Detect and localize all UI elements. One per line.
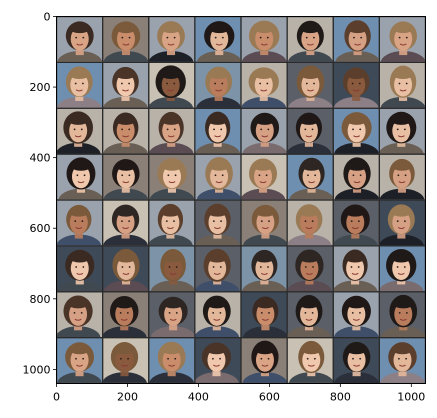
face-thumbnail [333, 246, 379, 292]
axes-frame [56, 16, 426, 384]
face-thumbnail [195, 338, 241, 383]
face-grid-image [56, 16, 426, 384]
face-thumbnail [57, 17, 103, 62]
face-thumbnail [103, 108, 149, 154]
face-thumbnail [241, 154, 287, 200]
face-thumbnail [379, 246, 425, 292]
face-thumbnail [195, 62, 241, 108]
face-thumbnail [57, 338, 103, 383]
x-axis: 0 200 400 600 800 1000 [53, 383, 425, 404]
face-thumbnail [149, 108, 195, 154]
face-thumbnail [241, 292, 287, 338]
face-thumbnail [241, 108, 287, 154]
face-thumbnail [103, 292, 149, 338]
face-thumbnail [333, 17, 379, 62]
face-thumbnail [379, 62, 425, 108]
face-thumbnail [149, 246, 195, 292]
face-thumbnail [333, 200, 379, 246]
face-thumbnail [103, 62, 149, 108]
face-thumbnail [241, 62, 287, 108]
face-thumbnail [241, 246, 287, 292]
face-thumbnail [149, 338, 195, 383]
face-thumbnail [195, 200, 241, 246]
face-thumbnail [149, 154, 195, 200]
face-thumbnail [195, 292, 241, 338]
face-thumbnail [287, 154, 333, 200]
face-thumbnail [57, 200, 103, 246]
face-thumbnail [149, 200, 195, 246]
face-thumbnail [103, 338, 149, 383]
face-thumbnail [103, 17, 149, 62]
x-tick-label: 1000 [397, 391, 425, 404]
face-thumbnail [379, 200, 425, 246]
face-thumbnail [195, 108, 241, 154]
y-tick-label: 200 [30, 81, 51, 94]
face-thumbnail [195, 246, 241, 292]
face-thumbnail [379, 292, 425, 338]
face-thumbnail [379, 338, 425, 383]
face-thumbnail [287, 246, 333, 292]
x-tick-label: 800 [330, 391, 351, 404]
face-thumbnail [57, 62, 103, 108]
y-tick-label: 1000 [23, 363, 51, 376]
y-tick-label: 400 [30, 152, 51, 165]
face-thumbnail [333, 154, 379, 200]
face-thumbnail [57, 154, 103, 200]
face-thumbnail [57, 292, 103, 338]
y-tick-label: 600 [30, 222, 51, 235]
face-thumbnail [195, 17, 241, 62]
face-thumbnail [287, 108, 333, 154]
face-thumbnail [103, 246, 149, 292]
face-thumbnail [103, 200, 149, 246]
face-thumbnail [241, 17, 287, 62]
x-tick-label: 600 [259, 391, 280, 404]
y-tick-label: 800 [30, 293, 51, 306]
face-thumbnail [103, 154, 149, 200]
y-axis: 0 200 400 600 800 1000 [23, 11, 57, 376]
face-thumbnail [287, 62, 333, 108]
face-thumbnail [379, 17, 425, 62]
face-thumbnail [333, 338, 379, 383]
face-thumbnail [333, 108, 379, 154]
x-tick-label: 0 [53, 391, 60, 404]
face-thumbnail [379, 154, 425, 200]
y-tick-label: 0 [44, 11, 51, 24]
face-thumbnail [241, 338, 287, 383]
face-thumbnail [333, 292, 379, 338]
face-thumbnail [57, 108, 103, 154]
face-thumbnail [149, 17, 195, 62]
face-thumbnail [57, 246, 103, 292]
face-thumbnail [149, 292, 195, 338]
face-thumbnail [241, 200, 287, 246]
face-thumbnail [287, 200, 333, 246]
x-tick-label: 200 [117, 391, 138, 404]
face-thumbnail [287, 338, 333, 383]
x-tick-label: 400 [188, 391, 209, 404]
face-thumbnail [379, 108, 425, 154]
face-thumbnail [195, 154, 241, 200]
face-thumbnail [149, 62, 195, 108]
face-thumbnail [287, 17, 333, 62]
face-thumbnail [333, 62, 379, 108]
face-thumbnail [287, 292, 333, 338]
